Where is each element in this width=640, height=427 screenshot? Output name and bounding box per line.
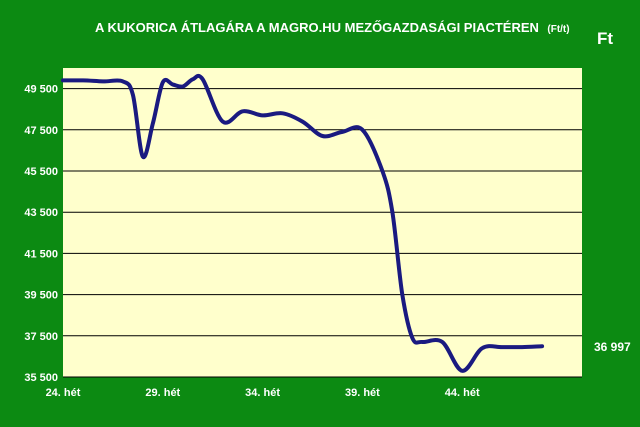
chart-title: A KUKORICA ÁTLAGÁRA A MAGRO.HU MEZŐGAZDA… — [95, 19, 570, 36]
chart-title-text: A KUKORICA ÁTLAGÁRA A MAGRO.HU MEZŐGAZDA… — [95, 20, 539, 35]
y-axis-unit-label: Ft — [597, 29, 613, 48]
y-tick-label: 43 500 — [24, 207, 58, 219]
x-tick-label: 44. hét — [445, 387, 480, 399]
x-tick-label: 24. hét — [46, 387, 81, 399]
y-tick-label: 37 500 — [24, 331, 58, 343]
y-tick-label: 41 500 — [24, 248, 58, 260]
x-tick-label: 34. hét — [245, 387, 280, 399]
end-value-label: 36 997 — [594, 340, 631, 354]
y-axis-ticks: 49 500 47 500 45 500 43 500 41 500 39 500 37 5… — [24, 84, 58, 384]
y-tick-label: 39 500 — [24, 290, 58, 302]
x-axis-ticks: 24. hét 29. hét 34. hét 39. hét 44. hét — [46, 387, 480, 399]
chart-title-unit: (Ft/t) — [547, 24, 569, 35]
y-tick-label: 35 500 — [24, 372, 58, 384]
series-line — [61, 73, 545, 373]
y-tick-label: 45 500 — [24, 166, 58, 178]
y-tick-label: 49 500 — [24, 84, 58, 96]
plot-area — [63, 68, 582, 377]
x-tick-label: 29. hét — [145, 387, 180, 399]
x-tick-label: 39. hét — [345, 387, 380, 399]
y-tick-label: 47 500 — [24, 125, 58, 137]
